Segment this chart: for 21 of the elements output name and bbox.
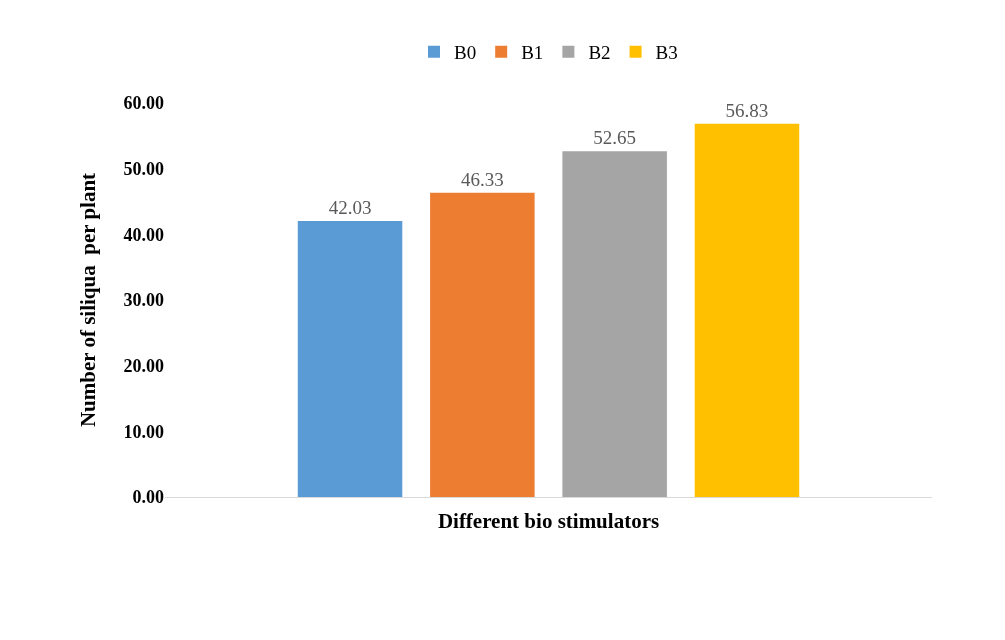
y-tick-label: 50.00 (123, 158, 164, 179)
legend-label: B0 (454, 42, 477, 64)
y-tick-label: 30.00 (123, 290, 164, 311)
y-tick-label: 40.00 (123, 224, 164, 245)
y-axis-title: Number of siliqua per plant (75, 172, 100, 428)
bar (694, 123, 800, 497)
legend-label: B3 (655, 42, 678, 64)
legend-label: B1 (521, 42, 544, 64)
data-label: 52.65 (593, 127, 637, 149)
legend-label: B2 (588, 42, 611, 64)
bar (562, 151, 667, 497)
data-label: 46.33 (460, 168, 504, 190)
x-axis-title: Different bio stimulators (437, 508, 660, 533)
bar (297, 221, 403, 497)
y-tick-label: 0.00 (132, 487, 164, 508)
y-tick-label: 20.00 (123, 355, 164, 376)
data-label: 56.83 (725, 99, 769, 121)
y-tick-label: 60.00 (123, 93, 164, 114)
bar (430, 192, 535, 497)
y-tick-label: 10.00 (123, 421, 164, 442)
data-label: 42.03 (328, 197, 372, 218)
